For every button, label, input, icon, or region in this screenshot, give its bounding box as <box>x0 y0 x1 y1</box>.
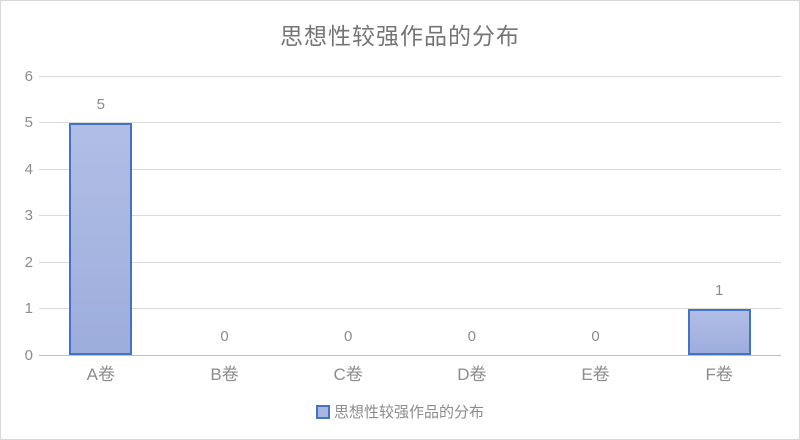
gridline <box>39 75 781 77</box>
y-tick-label: 5 <box>24 114 33 131</box>
data-label: 0 <box>220 328 229 345</box>
data-label: 1 <box>714 281 724 299</box>
x-category-label: D卷 <box>457 365 487 384</box>
chart-title: 思想性较强作品的分布 <box>280 23 520 49</box>
data-label: 0 <box>467 328 476 345</box>
plot-area: 0 1 2 3 4 5 6 5 A卷 0 B卷 0 C卷 0 D卷 0 E卷 1 F卷 <box>25 69 781 383</box>
gridline <box>39 215 781 216</box>
gridline <box>39 308 781 309</box>
gridline <box>39 122 781 123</box>
x-category-label: F卷 <box>705 365 733 384</box>
y-tick-label: 2 <box>24 253 33 271</box>
y-tick-label: 0 <box>24 346 33 364</box>
x-axis-line <box>39 354 781 356</box>
x-category-label: C卷 <box>333 365 363 384</box>
y-tick-label: 3 <box>24 207 33 224</box>
y-tick-label: 1 <box>24 300 33 317</box>
legend-swatch-icon <box>315 404 330 419</box>
bar <box>69 122 133 355</box>
data-label: 5 <box>96 95 105 113</box>
bar <box>687 308 751 355</box>
x-category-label: B卷 <box>210 365 239 384</box>
y-tick-label: 4 <box>24 160 33 178</box>
x-category-label: E卷 <box>581 365 610 384</box>
data-label: 0 <box>343 328 353 345</box>
gridline <box>39 261 781 263</box>
gridline <box>39 168 781 170</box>
y-tick-label: 6 <box>24 67 33 85</box>
legend-label: 思想性较强作品的分布 <box>333 404 484 421</box>
x-category-label: A卷 <box>86 365 115 384</box>
chart-legend: 思想性较强作品的分布 <box>1 401 799 422</box>
data-label: 0 <box>591 328 600 345</box>
